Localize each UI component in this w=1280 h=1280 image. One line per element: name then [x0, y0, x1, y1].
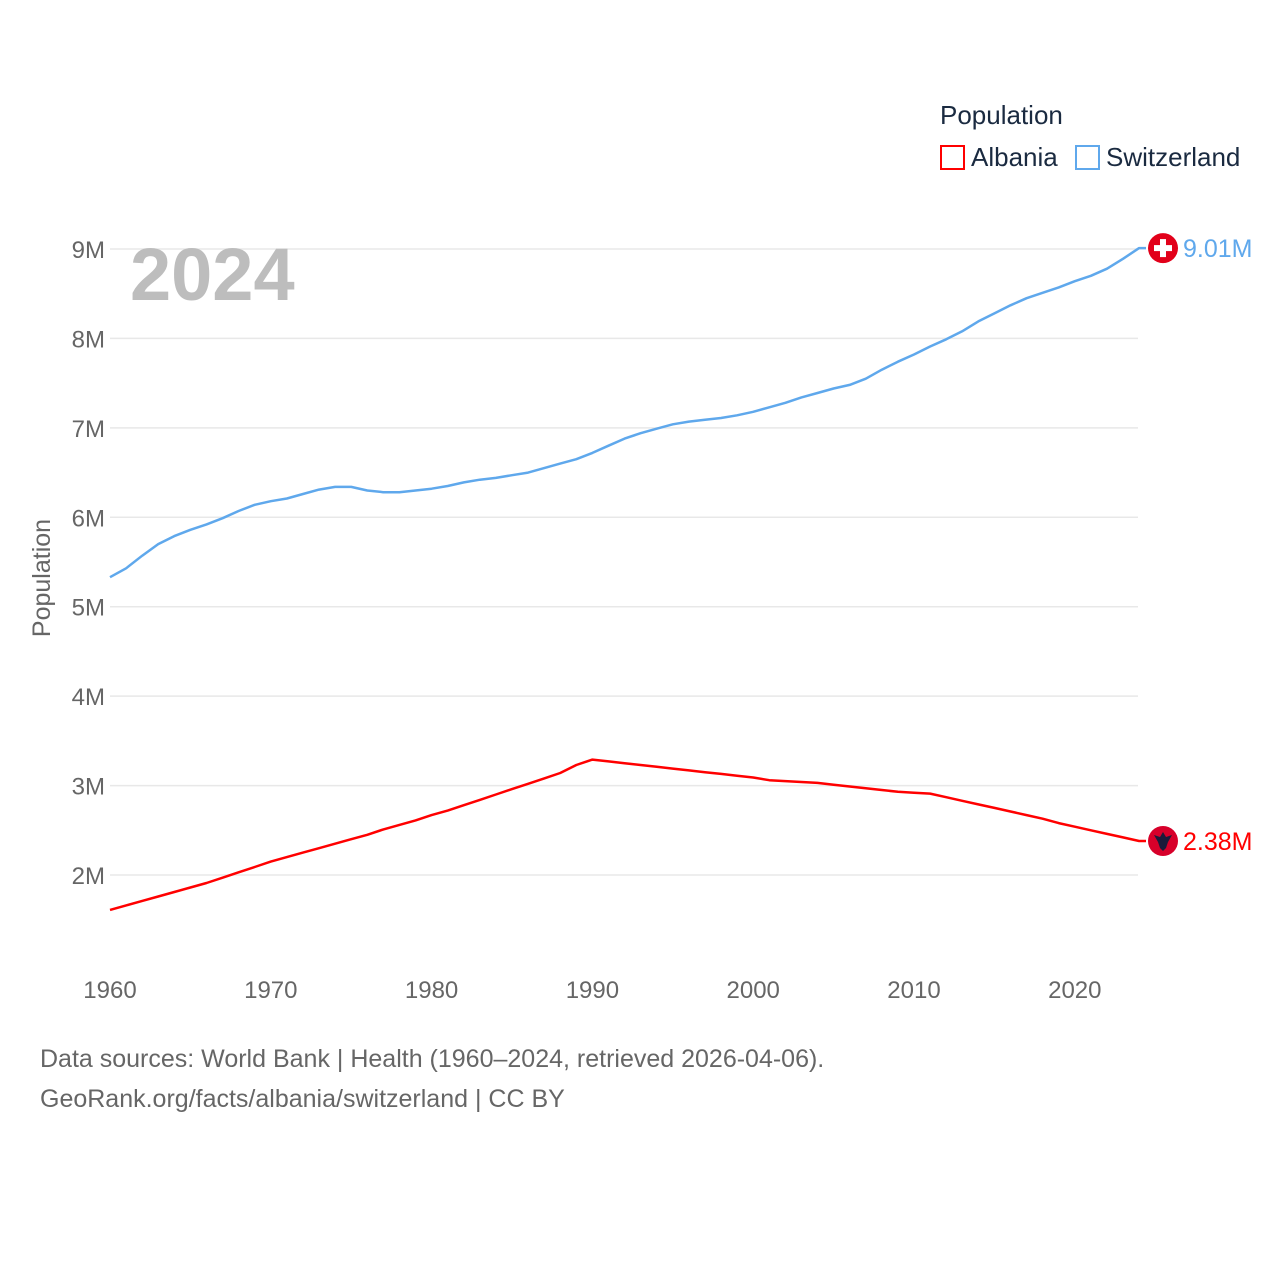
- data-sources: Data sources: World Bank | Health (1960–…: [40, 1045, 825, 1073]
- series-line-switzerland: [109, 246, 1146, 579]
- x-tick-label: 1960: [83, 977, 136, 1004]
- y-tick-label: 4M: [72, 684, 105, 711]
- y-axis: 2M 3M 4M 5M 6M 7M 8M 9M: [72, 237, 105, 890]
- y-tick-label: 5M: [72, 595, 105, 622]
- albania-flag-icon: [1148, 826, 1178, 857]
- end-label-albania: 2.38M: [1183, 828, 1252, 856]
- y-tick-label: 9M: [72, 237, 105, 264]
- y-axis-label: Population: [28, 519, 56, 637]
- x-tick-label: 1990: [566, 977, 619, 1004]
- x-tick-label: 2000: [727, 977, 780, 1004]
- x-tick-label: 2010: [887, 977, 940, 1004]
- legend-label-switzerland: Switzerland: [1106, 142, 1240, 172]
- x-tick-label: 1980: [405, 977, 458, 1004]
- end-markers: 2.38M 9.01M: [1148, 233, 1252, 857]
- series-lines: [109, 246, 1146, 912]
- end-label-switzerland: 9.01M: [1183, 235, 1252, 263]
- y-tick-label: 3M: [72, 774, 105, 801]
- legend-label-albania: Albania: [971, 142, 1058, 172]
- x-tick-label: 1970: [244, 977, 297, 1004]
- legend: Population Albania Switzerland: [940, 100, 1240, 172]
- legend-item-switzerland[interactable]: Switzerland: [1075, 142, 1240, 172]
- switzerland-flag-icon: [1148, 233, 1178, 264]
- legend-item-albania[interactable]: Albania: [940, 142, 1058, 172]
- series-line-albania: [109, 758, 1146, 912]
- grid: [110, 248, 1138, 876]
- year-watermark: 2024: [130, 233, 295, 316]
- credit-link[interactable]: GeoRank.org/facts/albania/switzerland | …: [40, 1085, 565, 1113]
- x-axis: 1960 1970 1980 1990 2000 2010 2020: [83, 977, 1101, 1004]
- y-tick-label: 6M: [72, 505, 105, 532]
- y-tick-label: 8M: [72, 326, 105, 353]
- x-tick-label: 2020: [1048, 977, 1101, 1004]
- y-tick-label: 2M: [72, 863, 105, 890]
- legend-title: Population: [940, 100, 1063, 130]
- y-tick-label: 7M: [72, 416, 105, 443]
